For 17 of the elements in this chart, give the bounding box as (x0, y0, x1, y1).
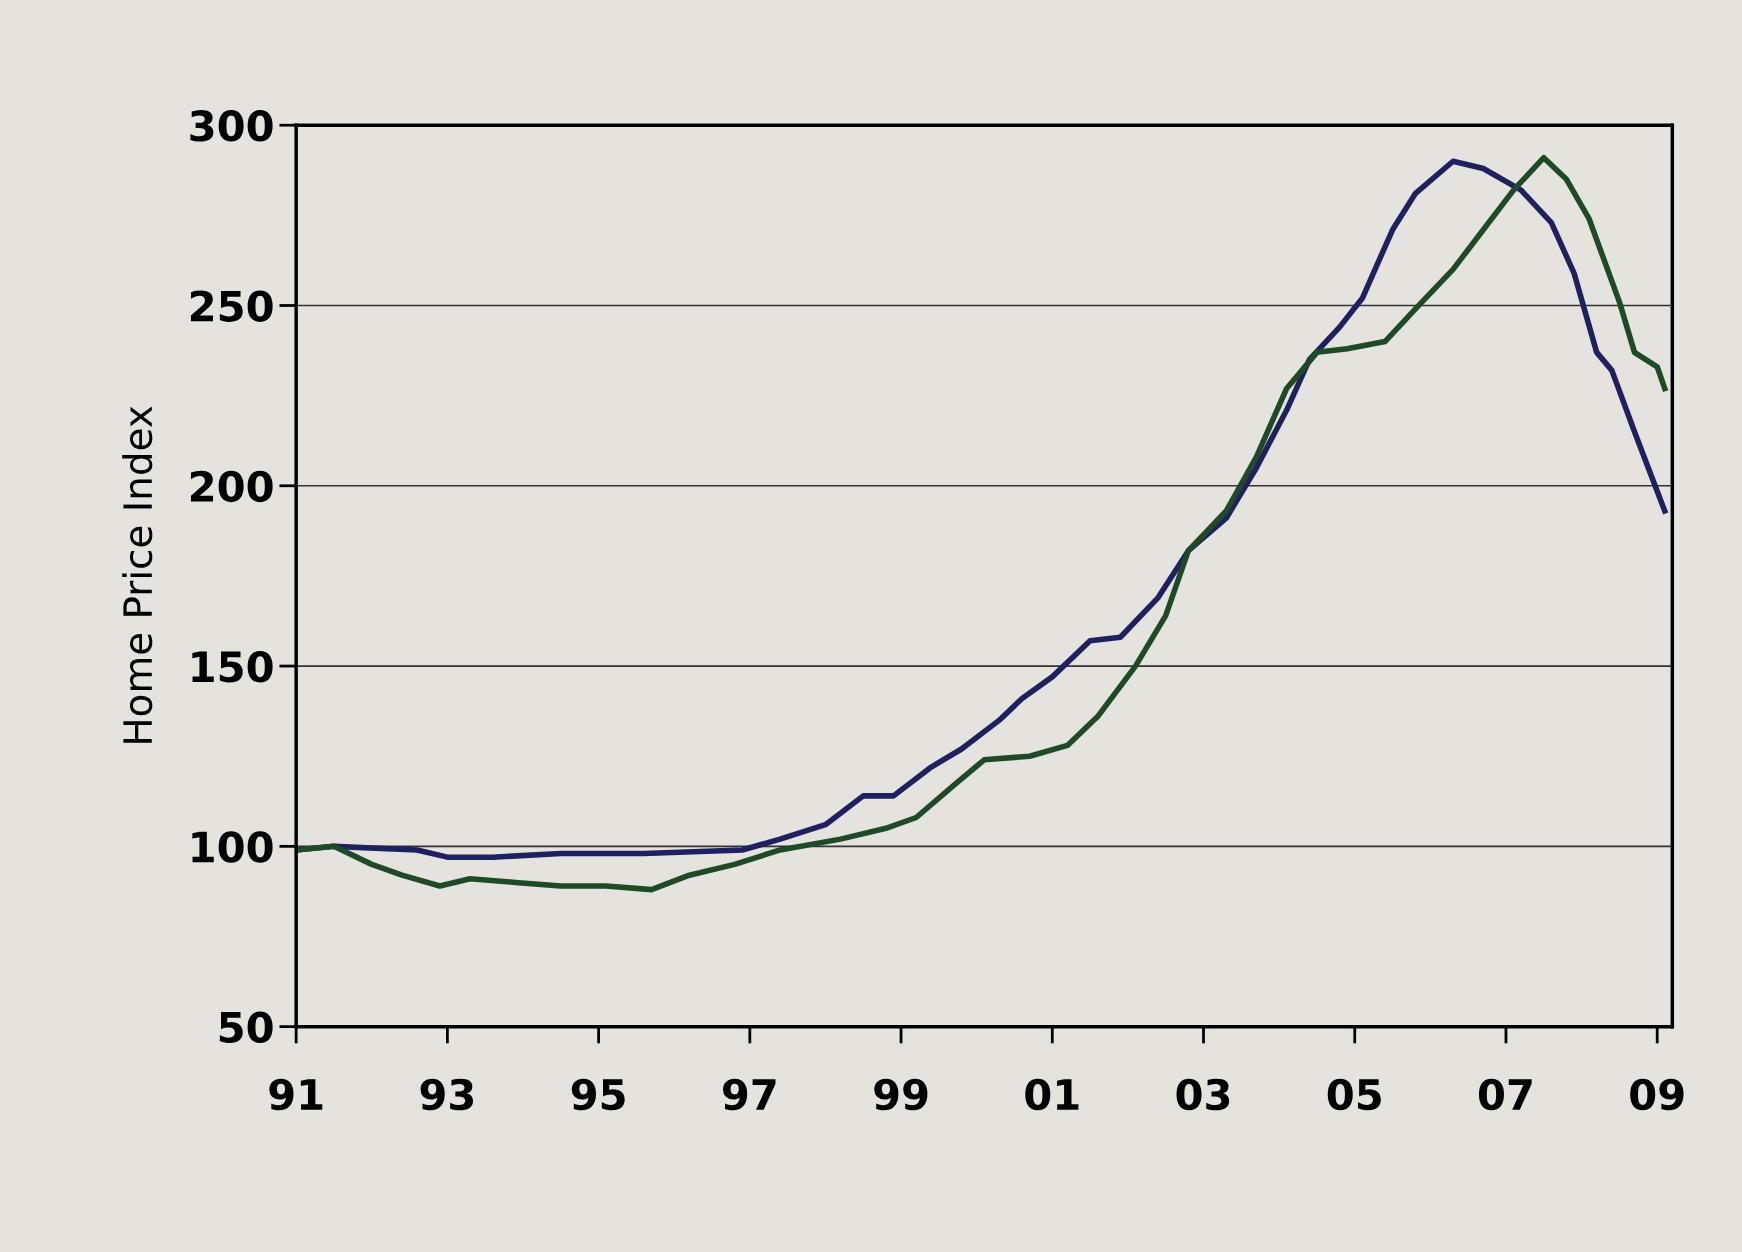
x-tick-label: 97 (722, 1078, 776, 1111)
y-tick-label: 250 (190, 290, 273, 322)
y-tick-label: 150 (192, 650, 273, 683)
y-axis-title: Home Price Index (122, 406, 153, 743)
y-tick-label: 50 (219, 1011, 273, 1044)
x-tick-label: 05 (1327, 1078, 1381, 1111)
x-tick-label: 95 (571, 1078, 625, 1111)
x-tick-label: 93 (420, 1078, 474, 1111)
x-tick-label: 07 (1478, 1078, 1532, 1111)
x-tick-label: 91 (269, 1078, 323, 1111)
y-tick-label: 200 (190, 470, 273, 503)
y-tick-label: 300 (190, 110, 273, 142)
x-tick-label: 99 (874, 1078, 928, 1111)
x-tick-label: 03 (1176, 1078, 1230, 1111)
x-tick-label: 09 (1630, 1078, 1684, 1111)
y-tick-label: 100 (192, 831, 273, 863)
x-tick-label: 01 (1025, 1078, 1079, 1111)
